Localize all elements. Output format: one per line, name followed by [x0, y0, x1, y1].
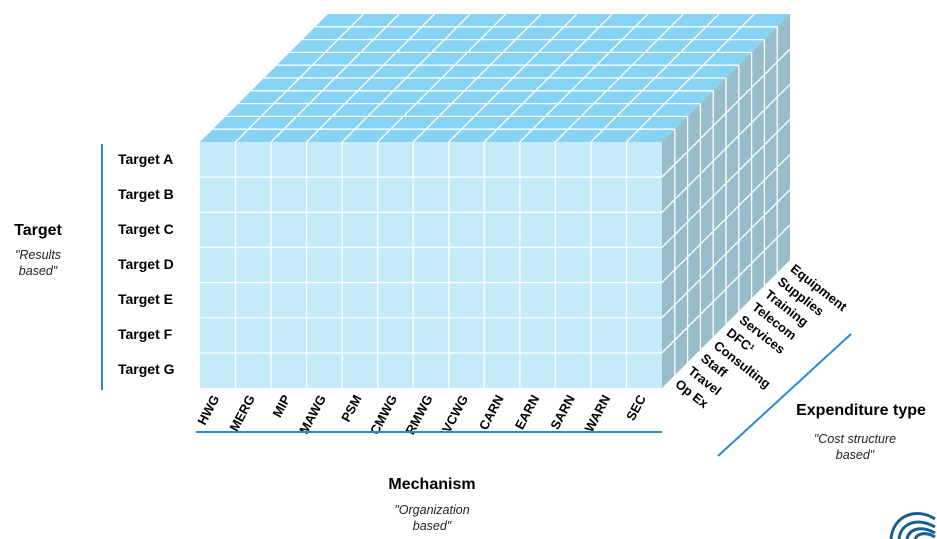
target-row-label: Target C [118, 220, 174, 237]
mechanism-axis-subtitle: "Organization based" [362, 502, 502, 534]
target-row-label: Target G [118, 361, 175, 378]
mechanism-column-label: PSM [338, 392, 364, 424]
side-grid-depth-line [661, 154, 791, 284]
mechanism-column-label: EARN [512, 392, 543, 432]
target-row-label: Target A [118, 150, 174, 167]
side-grid-depth-line [661, 118, 791, 248]
target-row-label: Target D [118, 256, 174, 272]
target-subtitle-line2: based" [18, 264, 58, 278]
mechanism-column-label: SEC [623, 392, 649, 423]
mechanism-column-label: RMWG [402, 392, 435, 437]
mechanism-column-label: VCWG [439, 392, 471, 435]
expenditure-axis-subtitle: "Cost structure based" [790, 431, 920, 463]
side-grid-depth-line [661, 83, 791, 213]
target-axis-line [101, 144, 103, 390]
side-grid-depth-line [661, 189, 791, 319]
mechanism-column-label: HWG [194, 392, 222, 427]
mechanism-column-label: MAWG [296, 392, 329, 436]
mechanism-column-label: CARN [476, 392, 507, 432]
mechanism-axis-title: Mechanism [388, 476, 476, 493]
target-axis-title: Target [14, 222, 62, 239]
target-row-label: Target B [118, 185, 174, 202]
mechanism-column-label: CMWG [367, 392, 400, 437]
swirl-logo-icon [889, 512, 936, 539]
target-subtitle-line1: "Results [14, 248, 62, 262]
mechanism-column-label: SARN [547, 392, 578, 432]
expenditure-subtitle-line1: "Cost structure [813, 432, 897, 446]
mechanism-column-label: WARN [581, 392, 613, 434]
target-axis-subtitle: "Results based" [4, 247, 72, 279]
expenditure-axis-line [717, 333, 852, 457]
mechanism-subtitle-line1: "Organization [394, 503, 470, 517]
side-grid-depth-line [661, 48, 791, 178]
expenditure-subtitle-line2: based" [835, 448, 875, 462]
mechanism-column-label: MIP [269, 392, 293, 420]
side-grid-depth-line [661, 224, 791, 354]
target-row-label: Target E [118, 291, 173, 308]
mechanism-column-label: MERG [226, 392, 258, 433]
expenditure-axis-title: Expenditure type [796, 402, 926, 419]
cube-front-face [200, 142, 662, 388]
mechanism-subtitle-line2: based" [412, 519, 452, 533]
target-row-label: Target F [118, 326, 173, 343]
